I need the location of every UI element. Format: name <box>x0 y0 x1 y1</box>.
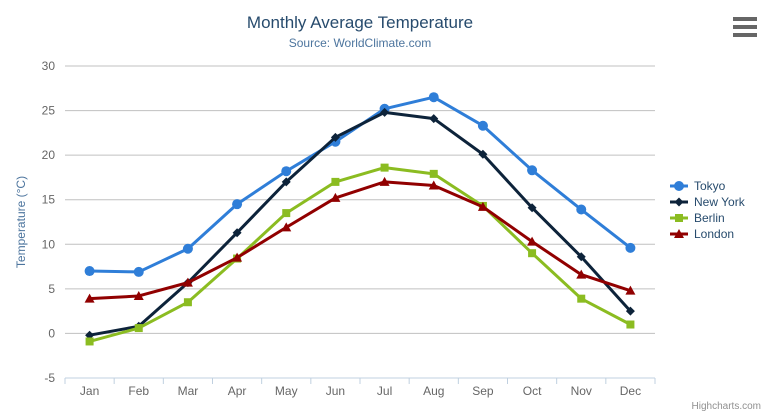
y-tick-label: 20 <box>42 148 56 162</box>
data-point-triangle[interactable] <box>379 176 390 186</box>
data-point-triangle[interactable] <box>576 269 587 279</box>
data-point-triangle[interactable] <box>477 201 488 211</box>
series-berlin[interactable] <box>85 163 635 346</box>
data-point-square[interactable] <box>183 298 192 307</box>
data-point-diamond[interactable] <box>380 107 390 117</box>
data-point-triangle[interactable] <box>182 277 193 287</box>
series-london[interactable] <box>84 176 636 303</box>
data-point-triangle[interactable] <box>625 285 636 295</box>
hamburger-icon <box>733 25 757 29</box>
data-point-square[interactable] <box>380 163 389 172</box>
data-point-square[interactable] <box>282 209 291 218</box>
legend-label: Tokyo <box>694 179 726 193</box>
x-tick-label: Mar <box>178 384 199 398</box>
chart-title: Monthly Average Temperature <box>247 13 473 32</box>
x-tick-label: Aug <box>423 384 444 398</box>
data-point-circle[interactable] <box>84 266 95 277</box>
data-point-square[interactable] <box>675 214 683 222</box>
chart-subtitle: Source: WorldClimate.com <box>289 36 432 50</box>
legend-item-berlin[interactable]: Berlin <box>670 211 725 225</box>
y-tick-label: 15 <box>42 193 56 207</box>
data-point-square[interactable] <box>85 337 94 346</box>
data-point-diamond[interactable] <box>527 203 537 213</box>
series-line <box>88 110 632 337</box>
data-point-circle[interactable] <box>428 92 439 103</box>
credits-link[interactable]: Highcharts.com <box>691 401 761 412</box>
x-tick-label: Jun <box>326 384 345 398</box>
y-tick-label: -5 <box>44 371 55 385</box>
data-point-diamond[interactable] <box>281 177 291 187</box>
data-point-circle[interactable] <box>527 165 538 176</box>
y-tick-label: 10 <box>42 237 56 251</box>
y-axis-title: Temperature (°C) <box>14 176 28 268</box>
series-line <box>88 166 632 343</box>
x-tick-label: Jul <box>377 384 392 398</box>
series-new-york[interactable] <box>85 107 635 340</box>
data-point-triangle[interactable] <box>84 293 95 303</box>
data-point-diamond[interactable] <box>625 306 635 316</box>
data-point-diamond[interactable] <box>478 149 488 159</box>
data-point-square[interactable] <box>429 169 438 178</box>
x-tick-label: May <box>275 384 298 398</box>
legend-label: New York <box>694 195 746 209</box>
context-menu-button[interactable] <box>733 16 757 38</box>
data-point-triangle[interactable] <box>232 252 243 262</box>
data-point-square[interactable] <box>528 249 537 258</box>
hamburger-icon <box>733 33 757 37</box>
series-line <box>88 180 632 301</box>
data-point-diamond[interactable] <box>232 228 242 238</box>
data-point-triangle[interactable] <box>674 229 684 238</box>
data-point-circle[interactable] <box>674 181 684 191</box>
data-point-circle[interactable] <box>625 242 636 253</box>
x-tick-label: Jan <box>80 384 99 398</box>
data-point-diamond[interactable] <box>674 197 684 207</box>
hamburger-icon <box>733 17 757 21</box>
data-point-triangle[interactable] <box>428 180 439 190</box>
x-tick-label: Feb <box>128 384 149 398</box>
data-point-triangle[interactable] <box>281 222 292 232</box>
x-tick-label: Sep <box>472 384 494 398</box>
data-point-square[interactable] <box>331 177 340 186</box>
data-point-circle[interactable] <box>232 199 243 210</box>
legend-item-new-york[interactable]: New York <box>670 195 746 209</box>
data-point-square[interactable] <box>577 294 586 303</box>
legend-item-london[interactable]: London <box>670 227 734 241</box>
data-point-triangle[interactable] <box>330 192 341 202</box>
legend-item-tokyo[interactable]: Tokyo <box>670 179 726 193</box>
data-point-diamond[interactable] <box>576 252 586 262</box>
data-point-square[interactable] <box>626 320 635 329</box>
data-point-diamond[interactable] <box>330 132 340 142</box>
x-tick-label: Nov <box>571 384 592 398</box>
data-point-triangle[interactable] <box>527 236 538 246</box>
data-point-circle[interactable] <box>281 166 292 177</box>
y-tick-label: 25 <box>42 104 56 118</box>
data-point-circle[interactable] <box>576 204 587 215</box>
y-tick-label: 30 <box>42 59 56 73</box>
x-tick-label: Dec <box>620 384 641 398</box>
data-point-circle[interactable] <box>477 120 488 131</box>
series-tokyo[interactable] <box>84 92 636 277</box>
y-tick-label: 5 <box>48 282 55 296</box>
data-point-triangle[interactable] <box>133 290 144 300</box>
x-tick-label: Apr <box>228 384 247 398</box>
data-point-square[interactable] <box>134 324 143 333</box>
data-point-circle[interactable] <box>182 243 193 254</box>
data-point-circle[interactable] <box>133 266 144 277</box>
legend-label: Berlin <box>694 211 725 225</box>
legend-label: London <box>694 227 734 241</box>
x-tick-label: Oct <box>523 384 542 398</box>
data-point-diamond[interactable] <box>429 114 439 124</box>
y-tick-label: 0 <box>48 326 55 340</box>
